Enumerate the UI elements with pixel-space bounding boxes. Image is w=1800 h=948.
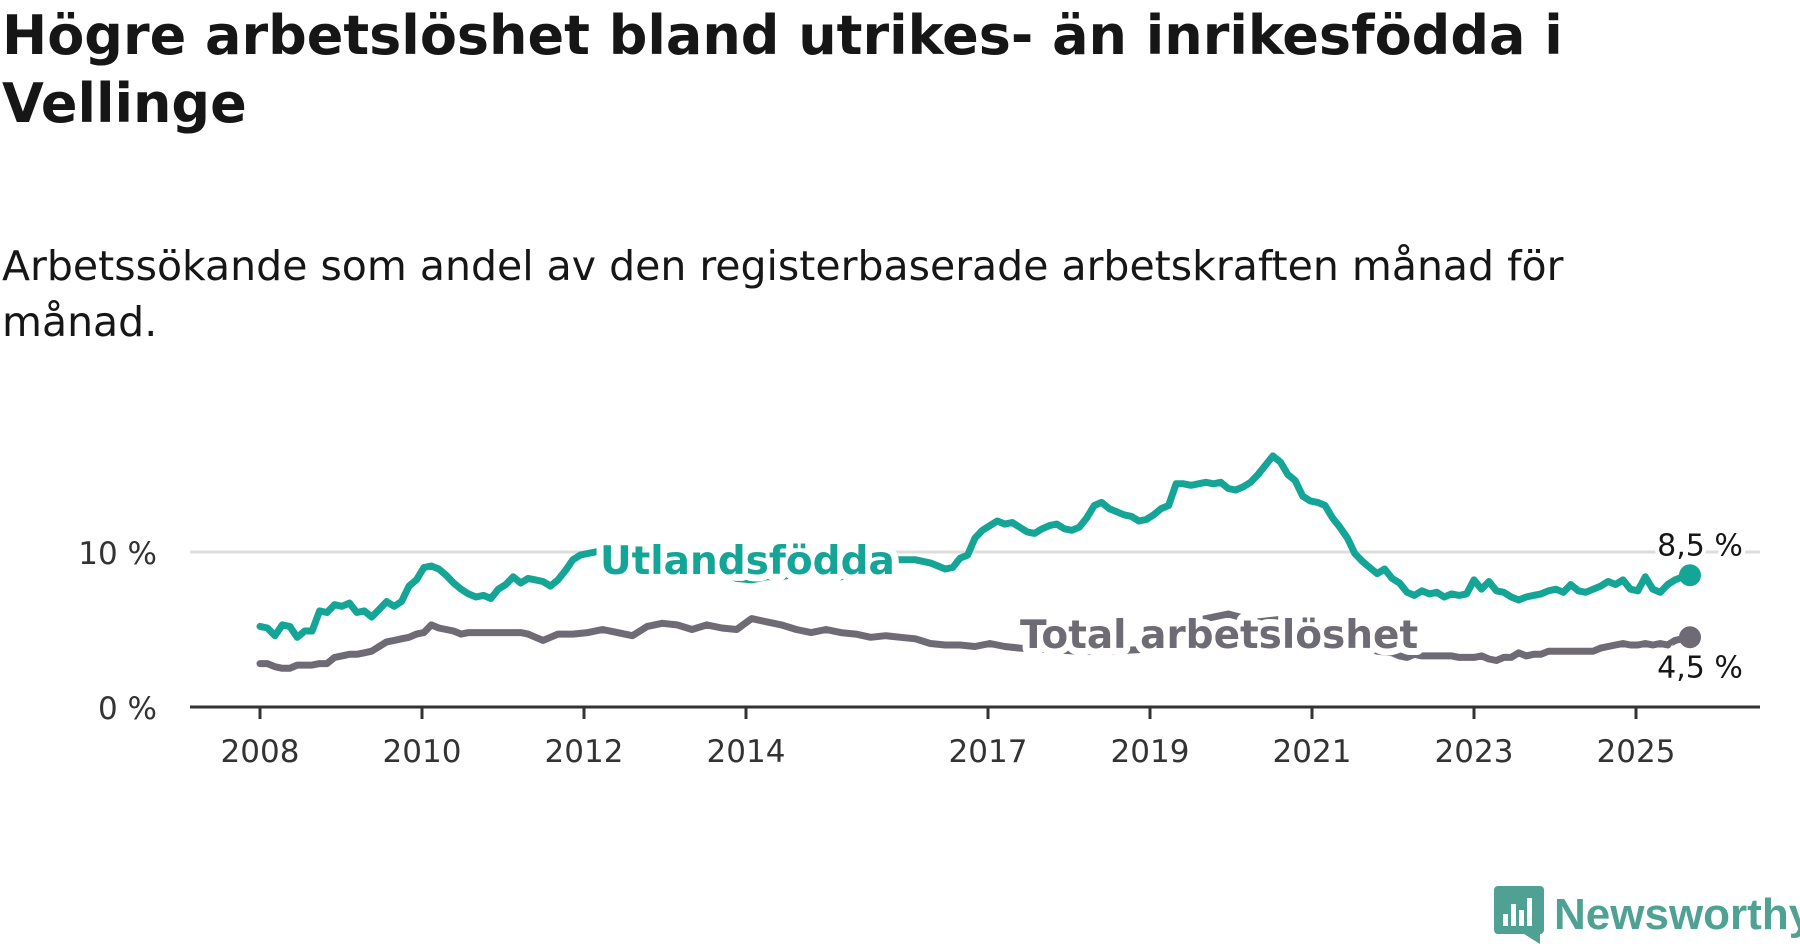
series-label-total-halo: Total arbetslöshet [1020, 613, 1418, 658]
series-label-utlandsfodda: Utlandsfödda [600, 539, 895, 584]
end-label-utlandsfodda: 8,5 % [1657, 528, 1743, 563]
x-tick-label: 2008 [221, 734, 300, 770]
y-tick-label: 0 % [98, 691, 157, 727]
y-tick-label: 10 % [78, 536, 157, 572]
x-tick-label: 2014 [707, 734, 786, 770]
chart-title: Högre arbetslöshet bland utrikes- än inr… [2, 4, 1563, 135]
x-tick-label: 2023 [1435, 734, 1514, 770]
end-point-utlandsfodda [1679, 564, 1701, 587]
logo-text: Newsworthy [1554, 890, 1800, 939]
x-tick-label: 2012 [545, 734, 624, 770]
newsworthy-logo: Newsworthy [1494, 886, 1800, 944]
x-tick-label: 2025 [1597, 734, 1676, 770]
x-tick-label: 2021 [1273, 734, 1352, 770]
series-label-utlandsfodda-halo: Utlandsfödda [600, 539, 895, 584]
series-label-total: Total arbetslöshet [1020, 613, 1418, 658]
end-label-halo: 4,5 % [1657, 650, 1743, 685]
series-line-utlandsfodda [256, 452, 1694, 641]
end-label-halo: 8,5 % [1657, 528, 1743, 563]
end-label-total: 4,5 % [1657, 650, 1743, 685]
x-tick-label: 2017 [949, 734, 1028, 770]
x-tick-label: 2019 [1111, 734, 1190, 770]
chart-subtitle: Arbetssökande som andel av den registerb… [2, 242, 1564, 346]
newsworthy-bar-chart-icon [1494, 886, 1544, 944]
series-line-total [256, 610, 1694, 672]
x-tick-label: 2010 [383, 734, 462, 770]
end-point-total [1679, 626, 1701, 649]
